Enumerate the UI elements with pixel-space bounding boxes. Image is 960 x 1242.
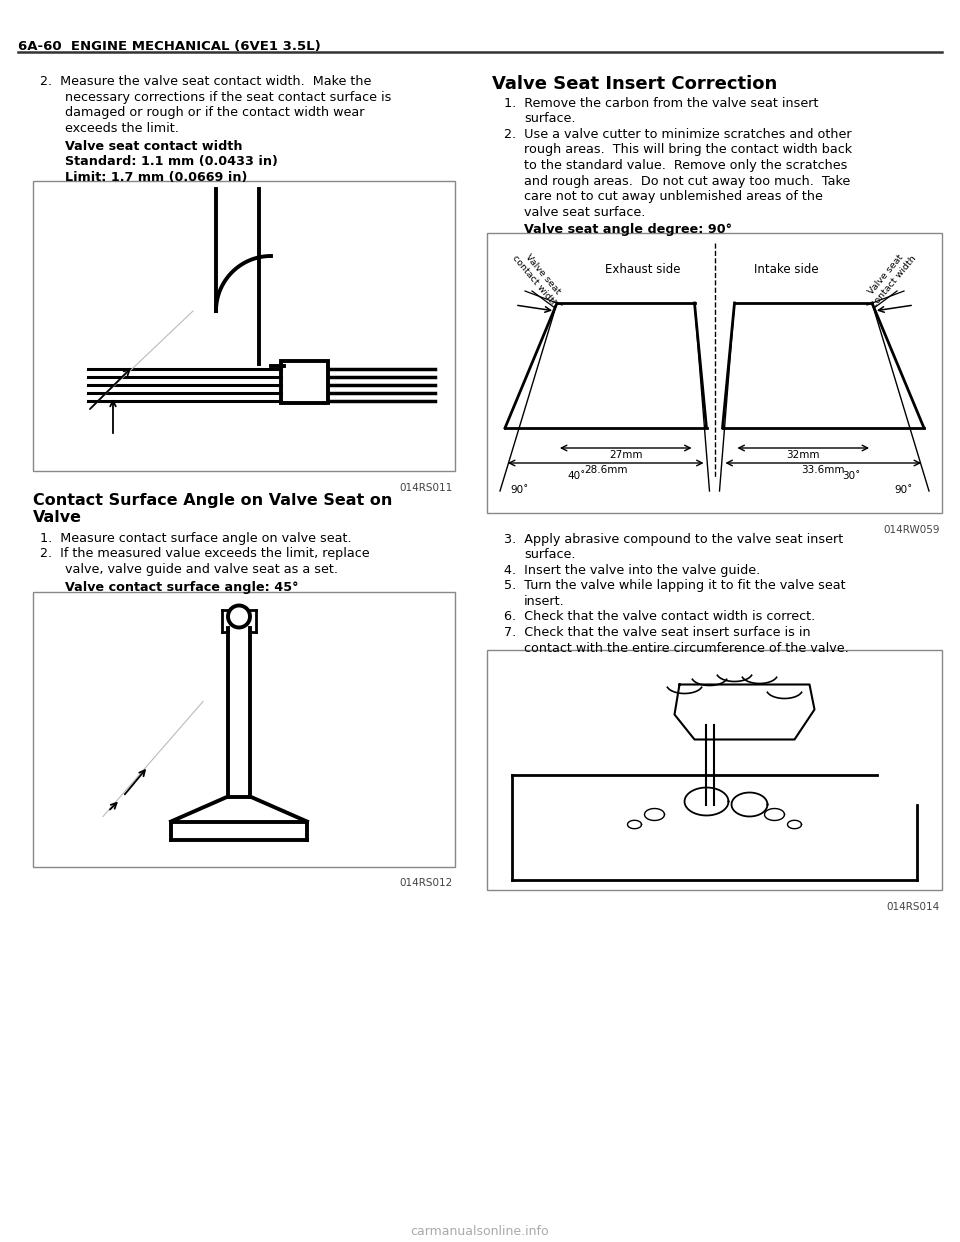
Text: 4.  Insert the valve into the valve guide.: 4. Insert the valve into the valve guide… (504, 564, 760, 578)
Text: 1.  Measure contact surface angle on valve seat.: 1. Measure contact surface angle on valv… (40, 532, 351, 545)
Text: care not to cut away unblemished areas of the: care not to cut away unblemished areas o… (524, 190, 823, 202)
Text: Valve seat angle degree: 90°: Valve seat angle degree: 90° (524, 224, 732, 236)
Text: contact with the entire circumference of the valve.: contact with the entire circumference of… (524, 642, 849, 655)
Text: insert.: insert. (524, 595, 564, 609)
Text: 6.  Check that the valve contact width is correct.: 6. Check that the valve contact width is… (504, 611, 815, 623)
Text: 1.  Remove the carbon from the valve seat insert: 1. Remove the carbon from the valve seat… (504, 97, 819, 111)
Text: Exhaust side: Exhaust side (605, 263, 681, 276)
Text: Intake side: Intake side (755, 263, 819, 276)
Text: Limit: 1.7 mm (0.0669 in): Limit: 1.7 mm (0.0669 in) (65, 171, 248, 184)
Text: Valve seat contact width: Valve seat contact width (65, 140, 243, 153)
Text: 90˚: 90˚ (510, 484, 528, 496)
Text: carmanualsonline.info: carmanualsonline.info (411, 1225, 549, 1238)
Text: 6A-60  ENGINE MECHANICAL (6VE1 3.5L): 6A-60 ENGINE MECHANICAL (6VE1 3.5L) (18, 40, 321, 53)
Text: 014RW059: 014RW059 (883, 525, 940, 535)
Text: 014RS011: 014RS011 (399, 483, 453, 493)
Text: Standard: 1.1 mm (0.0433 in): Standard: 1.1 mm (0.0433 in) (65, 155, 277, 169)
Text: exceeds the limit.: exceeds the limit. (65, 122, 179, 134)
Text: and rough areas.  Do not cut away too much.  Take: and rough areas. Do not cut away too muc… (524, 174, 851, 188)
Text: Valve seat
contact width: Valve seat contact width (511, 247, 567, 309)
Text: 7.  Check that the valve seat insert surface is in: 7. Check that the valve seat insert surf… (504, 626, 810, 638)
Text: Valve contact surface angle: 45°: Valve contact surface angle: 45° (65, 581, 299, 595)
Text: Contact Surface Angle on Valve Seat on: Contact Surface Angle on Valve Seat on (33, 493, 393, 508)
Bar (33, 181, 455, 471)
Text: valve, valve guide and valve seat as a set.: valve, valve guide and valve seat as a s… (65, 563, 338, 576)
Text: damaged or rough or if the contact width wear: damaged or rough or if the contact width… (65, 106, 365, 119)
Text: 5.  Turn the valve while lapping it to fit the valve seat: 5. Turn the valve while lapping it to fi… (504, 580, 846, 592)
Text: necessary corrections if the seat contact surface is: necessary corrections if the seat contac… (65, 91, 392, 103)
Text: 40˚: 40˚ (567, 471, 586, 481)
Text: 3.  Apply abrasive compound to the valve seat insert: 3. Apply abrasive compound to the valve … (504, 533, 843, 546)
Text: Valve: Valve (33, 510, 82, 525)
Text: 014RS014: 014RS014 (887, 902, 940, 912)
Text: Valve Seat Insert Correction: Valve Seat Insert Correction (492, 75, 778, 93)
Text: 33.6mm: 33.6mm (802, 465, 845, 474)
Text: 014RS012: 014RS012 (399, 878, 453, 888)
Text: 2.  Measure the valve seat contact width.  Make the: 2. Measure the valve seat contact width.… (40, 75, 372, 88)
Text: Valve seat
contact width: Valve seat contact width (862, 247, 919, 309)
Text: 2.  Use a valve cutter to minimize scratches and other: 2. Use a valve cutter to minimize scratc… (504, 128, 852, 142)
Text: to the standard value.  Remove only the scratches: to the standard value. Remove only the s… (524, 159, 848, 171)
Text: valve seat surface.: valve seat surface. (524, 205, 645, 219)
Text: surface.: surface. (524, 549, 575, 561)
Text: 2.  If the measured value exceeds the limit, replace: 2. If the measured value exceeds the lim… (40, 548, 370, 560)
Text: 32mm: 32mm (786, 450, 820, 460)
Bar (487, 650, 942, 889)
Text: 90˚: 90˚ (894, 484, 912, 496)
Bar (487, 233, 942, 513)
Text: 28.6mm: 28.6mm (584, 465, 628, 474)
Text: 27mm: 27mm (609, 450, 642, 460)
Text: 30˚: 30˚ (842, 471, 860, 481)
Text: rough areas.  This will bring the contact width back: rough areas. This will bring the contact… (524, 144, 852, 156)
Bar (281, 361, 328, 402)
Bar (33, 591, 455, 867)
Text: surface.: surface. (524, 113, 575, 125)
